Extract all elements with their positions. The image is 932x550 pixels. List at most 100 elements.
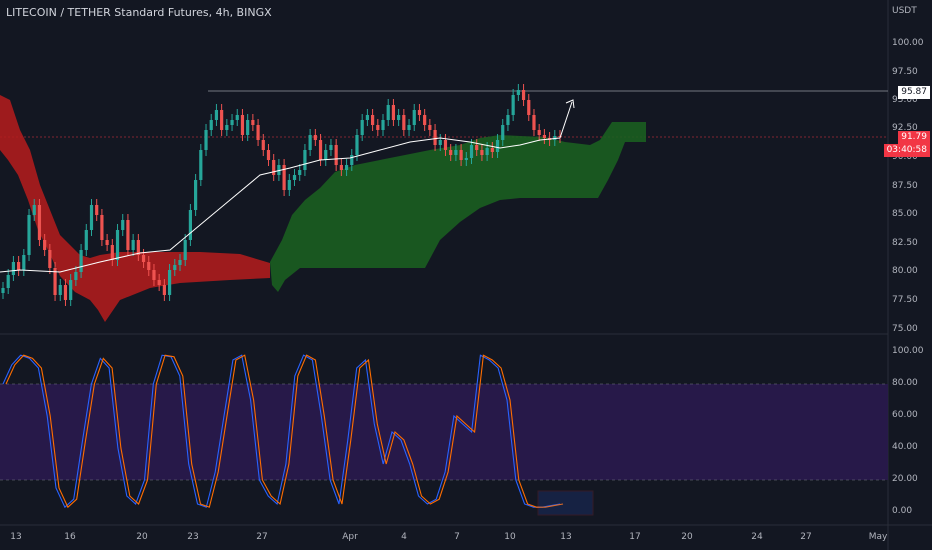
candle-body	[204, 130, 208, 150]
price-tick-label: 77.50	[892, 295, 918, 305]
candle-body	[292, 175, 297, 180]
time-tick-label: 13	[10, 532, 22, 542]
time-tick-label: 16	[64, 532, 76, 542]
candle-body	[365, 115, 369, 120]
projection-arrow	[559, 101, 573, 139]
candle-body	[121, 220, 125, 230]
candle-body	[370, 115, 375, 125]
candle-body	[282, 165, 286, 190]
price-tick-label: 80.00	[892, 266, 918, 276]
candle-body	[240, 115, 245, 135]
time-tick-label: 4	[401, 532, 407, 542]
price-tick-label: 75.00	[892, 324, 918, 334]
candle-body	[360, 120, 364, 135]
candle-body	[553, 136, 557, 140]
candle-body	[74, 272, 78, 280]
resistance-price-tag: 95.87	[898, 86, 930, 99]
candle-body	[266, 150, 271, 160]
candle-body	[6, 275, 10, 288]
candle-body	[63, 285, 68, 300]
time-tick-label: 13	[560, 532, 572, 542]
candle-body	[43, 240, 47, 250]
candle-body	[391, 105, 396, 120]
candle-body	[532, 115, 536, 130]
projection-arrow-head	[565, 99, 575, 109]
candle-body	[495, 140, 500, 152]
candle-body	[298, 170, 302, 175]
candle-body	[308, 135, 312, 150]
price-tick-label: 100.00	[892, 38, 924, 48]
candle-body	[115, 230, 120, 260]
candle-body	[32, 205, 36, 215]
candle-body	[521, 90, 526, 100]
candle-body	[407, 125, 411, 130]
price-tick-label: 97.50	[892, 67, 918, 77]
oscillator-tick-label: 60.00	[892, 410, 918, 420]
time-tick-label: 20	[136, 532, 148, 542]
candle-body	[230, 120, 234, 125]
candle-body	[443, 140, 448, 150]
candle-body	[256, 125, 260, 140]
candle-body	[339, 165, 343, 170]
candle-body	[95, 205, 99, 215]
candle-body	[105, 240, 109, 245]
candle-body	[438, 140, 442, 145]
candle-body	[423, 115, 427, 125]
candle-body	[464, 158, 468, 160]
stochastic-d-line	[5, 354, 564, 509]
oscillator-tick-label: 40.00	[892, 442, 918, 452]
candle-body	[48, 250, 52, 268]
candle-body	[485, 148, 489, 155]
candle-body	[344, 165, 349, 170]
oscillator-tick-label: 100.00	[892, 346, 924, 356]
candle-body	[152, 270, 156, 280]
candle-body	[449, 150, 453, 155]
candle-body	[69, 280, 73, 300]
candle-body	[100, 215, 104, 240]
candle-body	[220, 110, 224, 130]
candle-body	[516, 90, 520, 95]
candle-body	[318, 140, 323, 160]
time-tick-label: 10	[504, 532, 516, 542]
oscillator-tick-label: 20.00	[892, 474, 918, 484]
candle-body	[53, 268, 57, 295]
time-tick-label: 7	[454, 532, 460, 542]
candle-body	[469, 145, 474, 158]
candle-body	[459, 150, 463, 160]
time-tick-label: 27	[800, 532, 812, 542]
candle-body	[506, 115, 510, 125]
candle-body	[89, 205, 94, 230]
candle-body	[527, 100, 531, 115]
candle-body	[490, 148, 494, 152]
candle-body	[386, 105, 390, 120]
candle-body	[511, 95, 515, 115]
candle-body	[412, 110, 416, 125]
candle-body	[173, 265, 177, 270]
candle-body	[246, 120, 250, 135]
candle-body	[480, 150, 484, 155]
candle-body	[214, 110, 219, 120]
candle-body	[84, 230, 88, 250]
candle-body	[324, 150, 328, 160]
time-tick-label: 27	[256, 532, 268, 542]
candle-body	[381, 120, 385, 130]
stochastic-band	[0, 384, 888, 480]
candle-body	[428, 125, 432, 130]
candle-body	[141, 255, 146, 262]
candle-body	[110, 245, 114, 260]
candle-body	[79, 250, 83, 272]
currency-label: USDT	[892, 6, 917, 16]
symbol-title: LITECOIN / TETHER Standard Futures, 4h, …	[6, 6, 272, 19]
candle-body	[194, 180, 198, 210]
candle-body	[11, 262, 16, 275]
ichimoku-cloud-bullish	[270, 122, 646, 292]
candle-body	[183, 240, 187, 260]
candle-body	[1, 288, 5, 293]
candle-body	[209, 120, 213, 130]
candle-body	[37, 205, 42, 240]
time-tick-label: May	[868, 532, 888, 542]
candle-body	[537, 130, 541, 135]
moving-average-line	[0, 137, 561, 273]
